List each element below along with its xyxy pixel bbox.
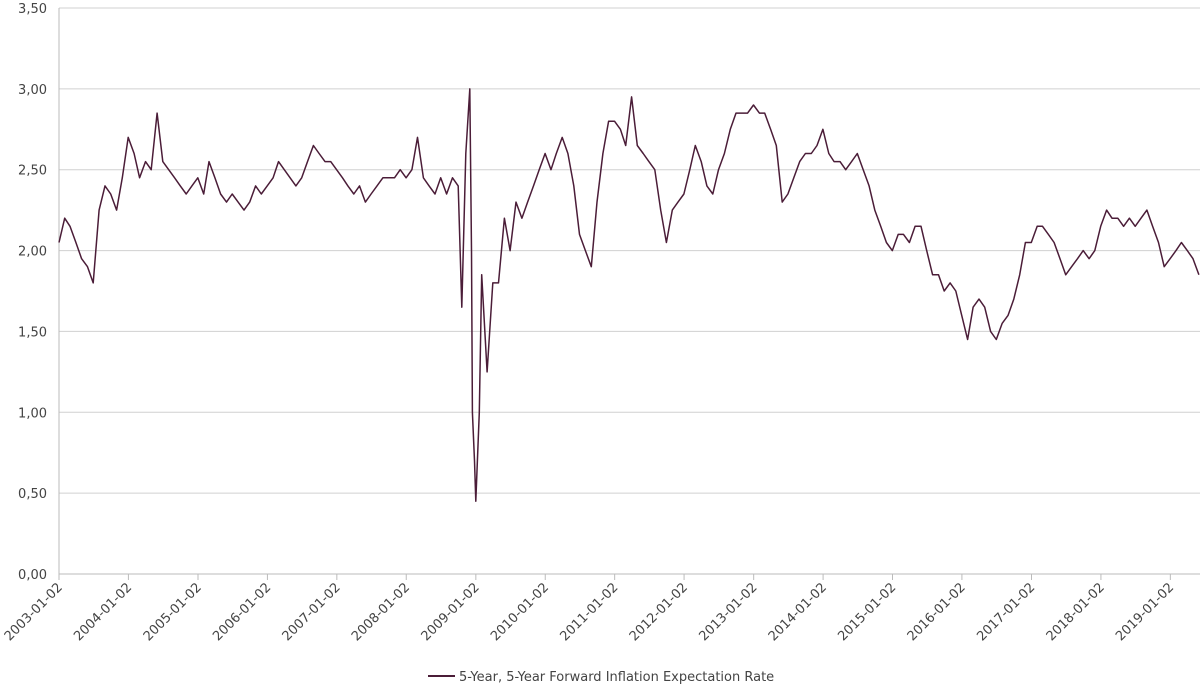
x-tick-label: 2016-01-02 — [905, 580, 969, 644]
x-tick-label: 2004-01-02 — [71, 580, 135, 644]
x-tick-label: 2010-01-02 — [488, 580, 552, 644]
y-tick-label: 0,00 — [18, 568, 47, 583]
y-tick-label: 0,50 — [18, 487, 47, 502]
x-tick-label: 2012-01-02 — [627, 580, 691, 644]
x-tick-label: 2014-01-02 — [766, 580, 830, 644]
x-tick-label: 2006-01-02 — [210, 580, 274, 644]
y-tick-label: 3,00 — [18, 83, 47, 98]
y-tick-label: 2,50 — [18, 164, 47, 179]
x-tick-label: 2013-01-02 — [696, 580, 760, 644]
y-tick-label: 2,00 — [18, 245, 47, 260]
x-tick-label: 2015-01-02 — [835, 580, 899, 644]
x-tick-label: 2018-01-02 — [1044, 580, 1108, 644]
y-tick-label: 3,50 — [18, 2, 47, 17]
x-tick-label: 2017-01-02 — [974, 580, 1038, 644]
x-tick-label: 2009-01-02 — [419, 580, 483, 644]
y-tick-label: 1,50 — [18, 325, 47, 340]
x-tick-label: 2011-01-02 — [557, 580, 621, 644]
legend-label: 5-Year, 5-Year Forward Inflation Expecta… — [459, 670, 774, 685]
x-tick-label: 2007-01-02 — [280, 580, 344, 644]
y-tick-label: 1,00 — [18, 406, 47, 421]
x-tick-label: 2003-01-02 — [2, 580, 66, 644]
series-line — [58, 88, 1200, 502]
x-tick-label: 2008-01-02 — [349, 580, 413, 644]
x-tick-label: 2019-01-02 — [1113, 580, 1177, 644]
x-tick-label: 2005-01-02 — [141, 580, 205, 644]
